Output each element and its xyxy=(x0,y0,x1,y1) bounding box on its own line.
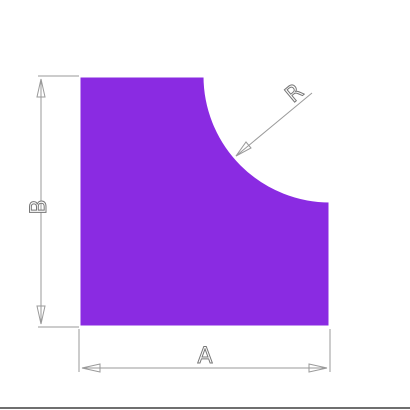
height-arrow-top xyxy=(36,78,46,98)
height-arrow-bottom xyxy=(36,305,46,325)
height-label: B xyxy=(27,199,52,214)
width-dimension: A xyxy=(78,329,331,373)
width-arrow-right xyxy=(308,363,328,373)
radius-arrow xyxy=(235,141,252,157)
quarter-round-cutout-shape xyxy=(77,74,332,329)
width-arrow-left xyxy=(81,363,101,373)
radius-label: R xyxy=(281,79,309,108)
height-dimension: B xyxy=(27,75,79,328)
radius-dimension: R xyxy=(235,79,313,157)
width-label: A xyxy=(197,344,212,369)
